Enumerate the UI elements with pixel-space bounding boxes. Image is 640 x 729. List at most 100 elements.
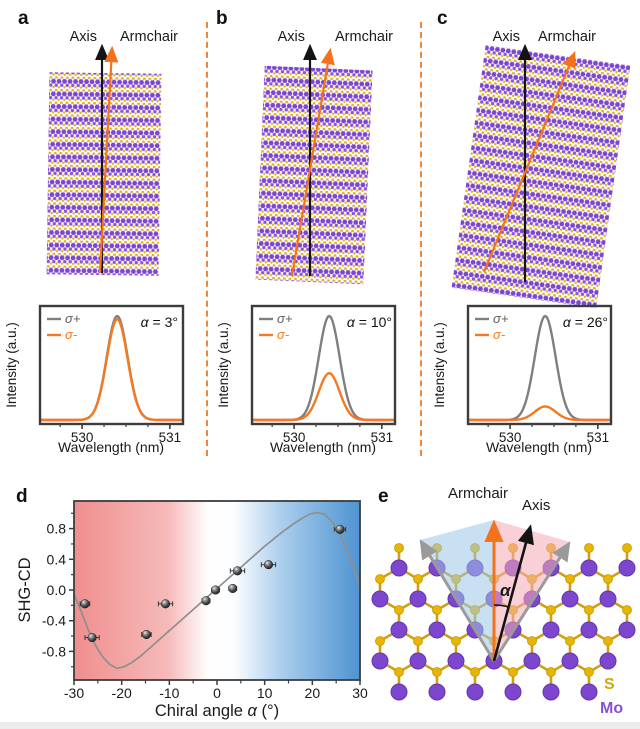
s-atom bbox=[375, 574, 385, 584]
chiral-angle-xlabel: Chiral angle α (°) bbox=[155, 702, 279, 720]
armchair-label-a: Armchair bbox=[120, 29, 178, 45]
s-atom bbox=[413, 574, 423, 584]
mo-atom bbox=[561, 652, 579, 670]
armchair-label-b: Armchair bbox=[335, 29, 393, 45]
s-atom bbox=[565, 636, 575, 646]
armchair-arrow-c bbox=[482, 50, 576, 273]
mo-atom bbox=[599, 652, 617, 670]
s-atom bbox=[546, 667, 556, 677]
s-atom bbox=[394, 543, 404, 553]
mo-atom bbox=[580, 683, 598, 701]
legend-sulfur: S bbox=[604, 676, 615, 693]
armchair-label-e: Armchair bbox=[448, 485, 508, 502]
x-tick-label: 10 bbox=[257, 685, 273, 701]
mo-atom bbox=[390, 683, 408, 701]
x-tick-label: 531 bbox=[159, 430, 182, 445]
axis-ticks-d: -30 -20 -10 0 10 20 30 0.8 0.4 0.0 -0.4 -0.8 bbox=[42, 512, 368, 701]
plot-frame-c bbox=[466, 304, 613, 426]
data-point bbox=[211, 585, 221, 595]
data-point bbox=[232, 566, 243, 576]
data-point bbox=[160, 599, 171, 609]
x-tick-label: 530 bbox=[499, 430, 522, 445]
mo-atom bbox=[504, 683, 522, 701]
alpha-annotation-b: α = 10° bbox=[347, 314, 392, 330]
x-tick-label: 531 bbox=[587, 430, 610, 445]
s-atom bbox=[565, 574, 575, 584]
sigma-minus-curve bbox=[252, 372, 395, 422]
data-points-group bbox=[79, 524, 347, 643]
lattice-diagram: α Armchair Axis S Mo bbox=[371, 485, 636, 717]
panel-divider-ab bbox=[206, 22, 208, 456]
structure-panel-c: Axis Armchair bbox=[451, 29, 631, 308]
mo-atom bbox=[409, 652, 427, 670]
data-point bbox=[80, 599, 90, 609]
axis-label-e: Axis bbox=[522, 497, 550, 514]
data-point bbox=[263, 560, 274, 570]
x-tick-label: 530 bbox=[71, 430, 94, 445]
shg-cd-ylabel: SHG-CD bbox=[16, 557, 34, 622]
pink-wedge bbox=[494, 520, 570, 661]
bottom-margin-strip bbox=[0, 722, 640, 729]
legend-sigma-plus-a: σ+ bbox=[65, 311, 81, 326]
mo-atom bbox=[580, 621, 598, 639]
alpha-angle-arc bbox=[493, 604, 510, 608]
spectrum-chart-c: Intensity (a.u.) 530 531 σ+ σ- α = 26° Wa… bbox=[432, 304, 613, 455]
spectrum-xlabel-b: Wavelength (nm) bbox=[270, 439, 376, 455]
s-atom bbox=[432, 605, 442, 615]
mo-atom bbox=[428, 683, 446, 701]
x-tick-label: -20 bbox=[112, 685, 132, 701]
gray-arrow-right bbox=[492, 541, 571, 662]
x-tick-label: -30 bbox=[64, 685, 84, 701]
spectrum-chart-b: Intensity (a.u.) 530 531 σ+ σ- α = 10° Wa… bbox=[216, 304, 397, 455]
s-atom bbox=[508, 667, 518, 677]
mo-atom bbox=[447, 652, 465, 670]
mos2-ribbon-a bbox=[46, 72, 162, 276]
armchair-label-c: Armchair bbox=[538, 29, 596, 45]
legend-sigma-minus-a: σ- bbox=[65, 327, 78, 342]
data-point bbox=[141, 629, 152, 640]
spectrum-xlabel-a: Wavelength (nm) bbox=[58, 439, 164, 455]
s-atom bbox=[451, 636, 461, 646]
mo-atom bbox=[428, 621, 446, 639]
spectrum-curves-b bbox=[252, 314, 395, 422]
mo-atom bbox=[466, 683, 484, 701]
y-tick-label: -0.8 bbox=[42, 643, 66, 659]
blue-wedge bbox=[420, 520, 494, 661]
spectrum-curves-c bbox=[468, 314, 611, 422]
s-atom bbox=[584, 605, 594, 615]
spectrum-ylabel-c: Intensity (a.u.) bbox=[432, 322, 447, 408]
mo-atom bbox=[618, 559, 636, 577]
mo-atom bbox=[580, 559, 598, 577]
s-atom bbox=[622, 543, 632, 553]
structure-panel-a: Axis Armchair bbox=[46, 29, 178, 276]
y-tick-label: 0.8 bbox=[47, 521, 67, 537]
y-tick-label: -0.4 bbox=[42, 613, 66, 629]
structure-panel-b: Axis Armchair bbox=[255, 29, 393, 285]
axis-label-c: Axis bbox=[493, 29, 520, 45]
mo-atom bbox=[390, 559, 408, 577]
panel-label-c: c bbox=[437, 8, 448, 29]
s-atom bbox=[375, 636, 385, 646]
panel-divider-bc bbox=[420, 22, 422, 456]
mo-atom bbox=[523, 652, 541, 670]
sigma-minus-curve bbox=[40, 318, 183, 422]
spectrum-ticks-b: 530 531 bbox=[271, 424, 393, 445]
s-atom bbox=[470, 667, 480, 677]
s-atom bbox=[584, 667, 594, 677]
panel-label-d: d bbox=[16, 486, 28, 507]
s-atom bbox=[432, 667, 442, 677]
spectrum-ticks-a: 530 531 bbox=[59, 424, 182, 445]
x-tick-label: 0 bbox=[213, 685, 221, 701]
s-atom bbox=[394, 605, 404, 615]
mo-atom bbox=[371, 652, 389, 670]
sigma-plus-curve bbox=[252, 314, 395, 422]
spectrum-curves-a bbox=[40, 314, 183, 422]
plot-frame-b bbox=[250, 304, 397, 426]
alpha-annotation-a: α = 3° bbox=[141, 314, 178, 330]
s-atom bbox=[546, 605, 556, 615]
mo-atom bbox=[409, 590, 427, 608]
axis-arrow-e bbox=[492, 524, 534, 662]
panel-label-a: a bbox=[18, 8, 29, 29]
data-point bbox=[201, 596, 211, 606]
mos2-ribbon-c bbox=[451, 45, 631, 308]
